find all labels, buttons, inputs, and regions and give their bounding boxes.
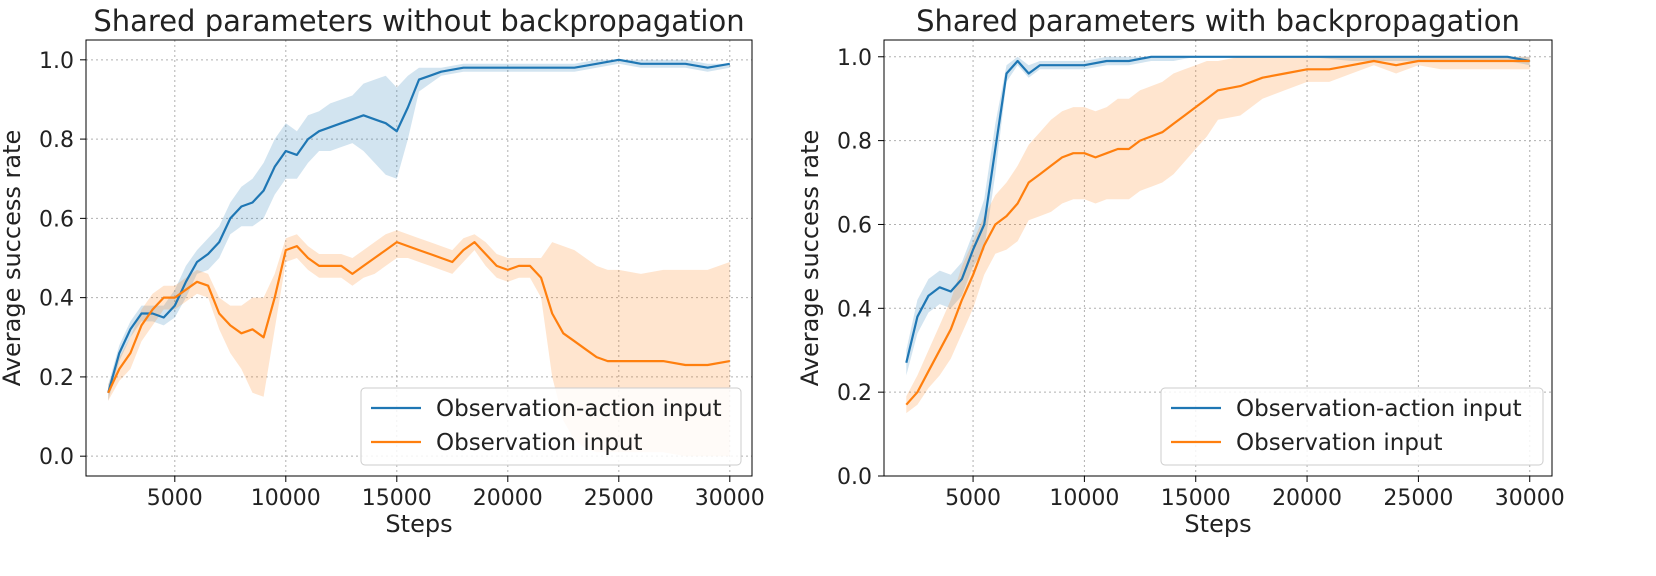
y-tick-label: 0.6 — [39, 207, 74, 232]
plot-frame — [85, 39, 753, 477]
series-line-2 — [107, 241, 730, 394]
y-tick-label: 1.0 — [39, 49, 74, 74]
y-tick-label: 0.8 — [39, 128, 74, 153]
x-tick-label: 20000 — [473, 486, 543, 511]
y-tick-label: 0.2 — [837, 381, 872, 406]
y-tick-label: 0.4 — [837, 297, 872, 322]
x-tick-label: 30000 — [1495, 486, 1565, 511]
legend: Observation-action input Observation inpu… — [360, 387, 742, 466]
plot-frame — [883, 39, 1553, 477]
y-tick-label: 0.6 — [837, 213, 872, 238]
x-tick-label: 5000 — [945, 486, 1001, 511]
x-axis-label: Steps — [385, 510, 452, 538]
legend-entry-2: Observation input — [436, 430, 643, 456]
x-tick-label: 5000 — [147, 486, 203, 511]
y-tick-label: 0.0 — [837, 465, 872, 490]
x-tick-label: 30000 — [695, 486, 765, 511]
x-tick-label: 15000 — [362, 486, 432, 511]
legend-box — [1160, 387, 1544, 466]
confidence-band-1 — [108, 59, 730, 401]
y-tick-label: 0.2 — [39, 366, 74, 391]
x-tick-label: 25000 — [1383, 486, 1453, 511]
x-tick-label: 20000 — [1272, 486, 1342, 511]
x-tick-label: 25000 — [584, 486, 654, 511]
legend-entry-1: Observation-action input — [1236, 396, 1522, 422]
chart-title: Shared parameters with backpropagation — [916, 4, 1520, 38]
x-axis-label: Steps — [1184, 510, 1251, 538]
legend-entry-1: Observation-action input — [436, 396, 722, 422]
x-tick-label: 10000 — [1049, 486, 1119, 511]
y-axis-label: Average success rate — [0, 130, 26, 386]
x-tick-label: 10000 — [251, 486, 321, 511]
y-tick-label: 0.0 — [39, 445, 74, 470]
legend-entry-2: Observation input — [1236, 430, 1443, 456]
series-line-1 — [905, 55, 1530, 364]
chart-panel-1: 5000 10000 15000 20000 25000 30000 0.0 0.2 0.4 0.… — [0, 4, 765, 538]
y-tick-label: 0.4 — [39, 287, 74, 312]
legend: Observation-action input Observation inpu… — [1160, 387, 1544, 466]
legend-box — [360, 387, 742, 466]
series-line-1 — [107, 58, 730, 394]
y-tick-label: 0.8 — [837, 130, 872, 155]
chart-title: Shared parameters without backpropagatio… — [93, 4, 744, 38]
confidence-band-2 — [906, 56, 1530, 414]
y-tick-label: 1.0 — [837, 46, 872, 71]
x-tick-label: 15000 — [1161, 486, 1231, 511]
y-axis-label: Average success rate — [796, 130, 824, 386]
chart-panel-2: 5000 10000 15000 20000 25000 30000 0.0 0.2 0.4 0.… — [796, 4, 1565, 538]
series-line-2 — [905, 59, 1530, 406]
